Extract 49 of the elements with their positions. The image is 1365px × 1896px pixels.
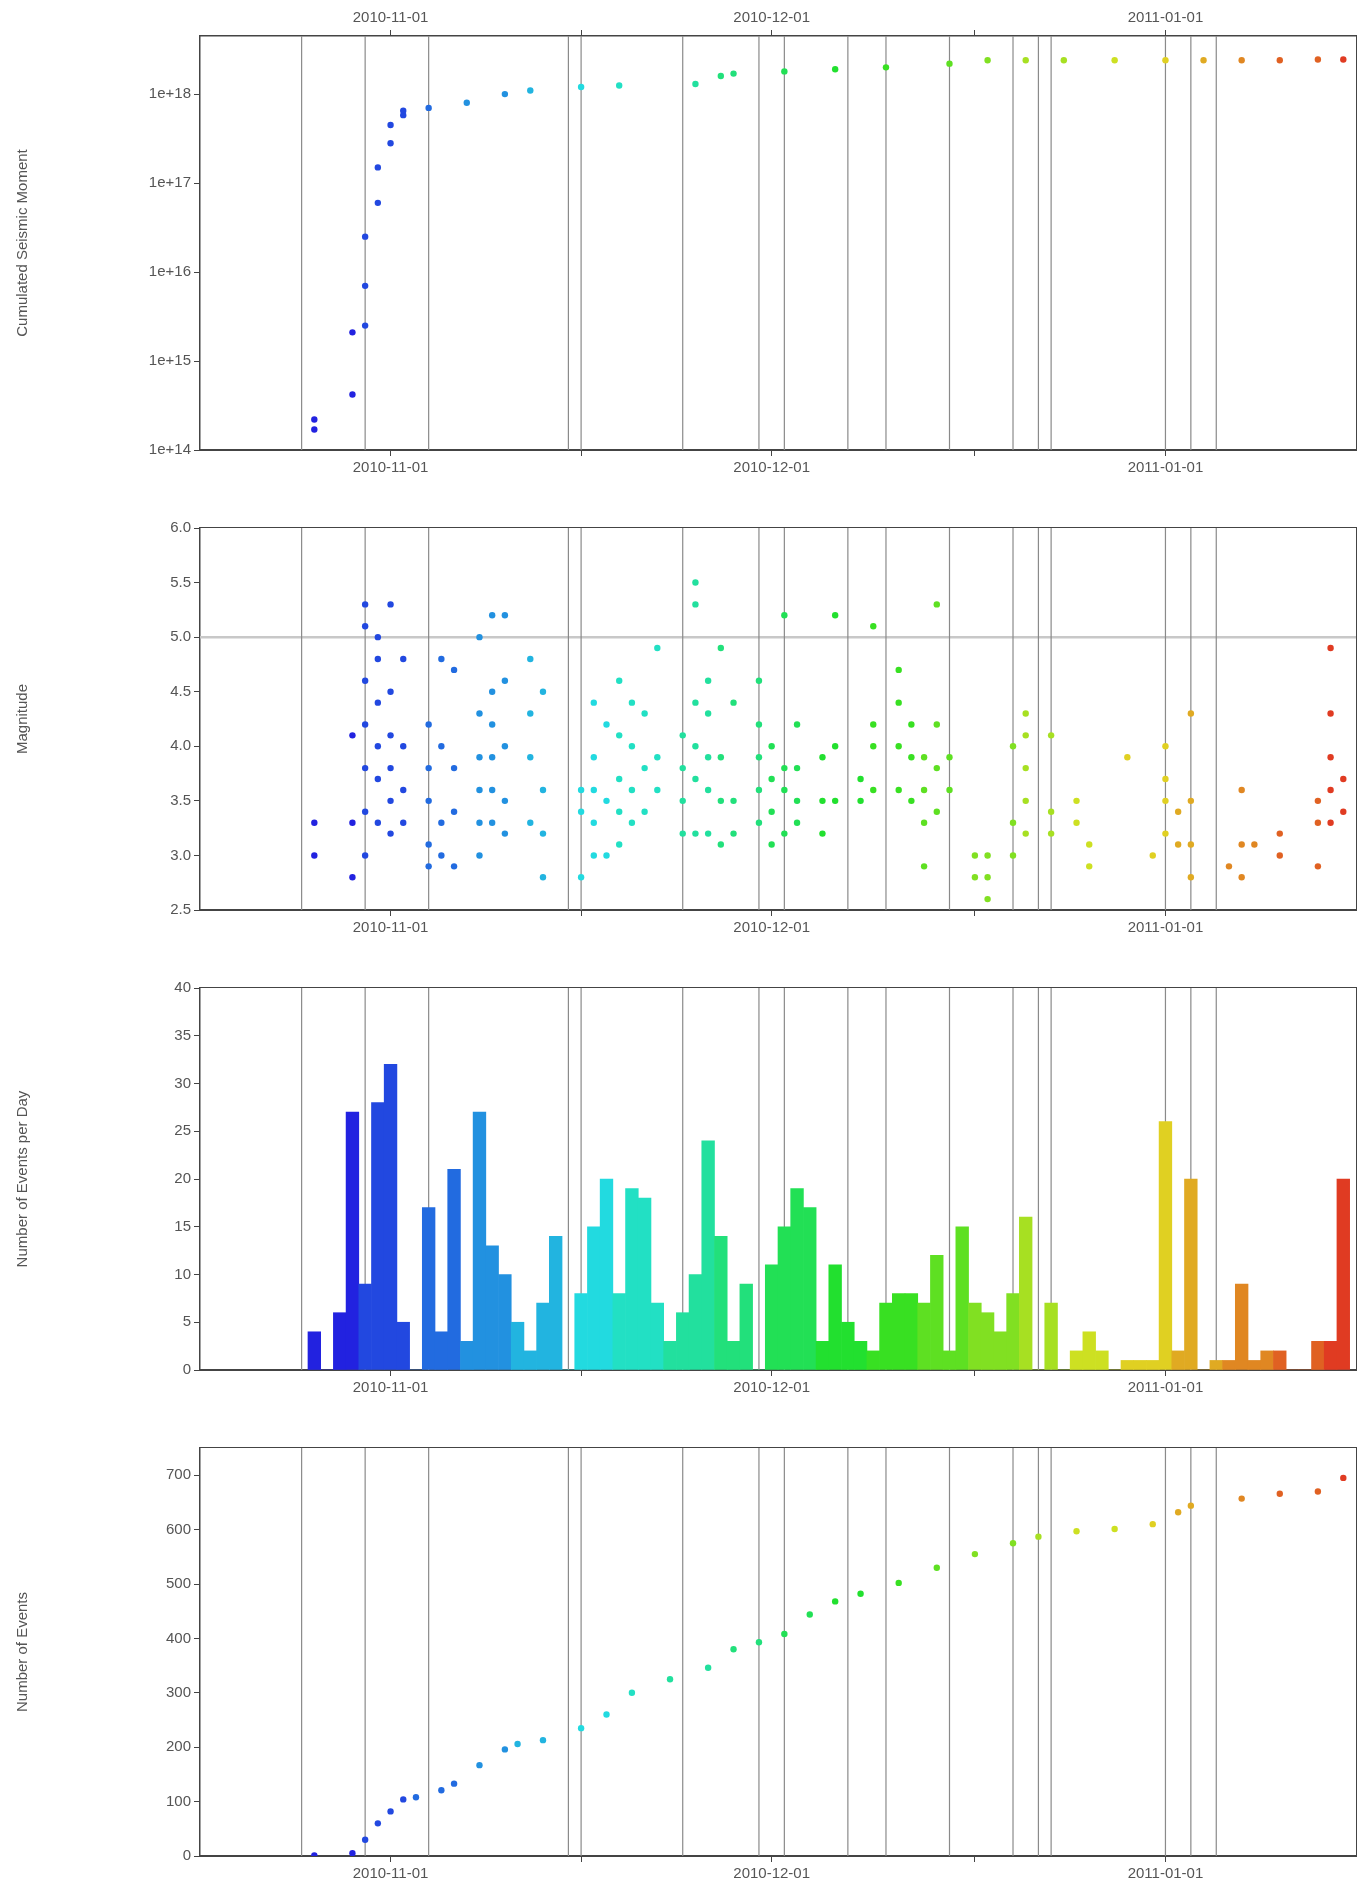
y-tick-label: 35 [174,1025,191,1043]
y-tick-label: 1e+18 [148,84,191,102]
x-tick-label: 2011-01-01 [1127,458,1204,476]
y-tick-label: 400 [165,1628,191,1646]
x-tick-label: 2010-12-01 [733,1378,811,1396]
y-tick-label: 3.0 [170,845,191,863]
y-tick-label: 300 [165,1682,191,1700]
y-tick-label: 200 [165,1737,191,1755]
x2-tick-label: 2010-11-01 [352,8,429,26]
y-tick-label: 6.0 [170,518,191,536]
y-tick-label: 10 [174,1264,191,1282]
x2-tick-label: 2011-01-01 [1127,8,1204,26]
y-tick-label: 3.5 [170,791,191,808]
x-tick-label: 2011-01-01 [1127,1378,1204,1396]
y-tick-label: 30 [174,1073,191,1091]
y-tick-label: 500 [165,1574,191,1592]
y-tick-label: 5 [182,1312,191,1330]
y-tick-label: 100 [165,1791,191,1809]
y-axis-title: Magnitude [13,683,31,755]
y-tick-label: 4.0 [170,736,191,754]
y-tick-label: 25 [174,1121,191,1139]
x-tick-label: 2010-12-01 [733,1864,811,1882]
y-tick-label: 600 [165,1519,191,1537]
y-axis-title: Cumulated Seismic Moment [13,148,31,337]
y-tick-label: 15 [174,1216,191,1234]
y-tick-label: 1e+15 [148,351,191,369]
x-tick-label: 2011-01-01 [1127,1864,1204,1882]
x-tick-label: 2010-11-01 [352,1864,429,1882]
y-tick-label: 40 [174,978,191,996]
y-tick-label: 2.5 [170,900,191,918]
y-tick-label: 5.5 [170,572,191,590]
y-tick-label: 700 [165,1465,191,1483]
y-axis-title: Number of Events [13,1591,31,1713]
y-tick-label: 1e+16 [148,262,191,280]
y-tick-label: 0 [182,1360,191,1378]
y-tick-label: 4.5 [170,681,191,699]
y-tick-label: 5.0 [170,627,191,645]
x-tick-label: 2010-12-01 [733,458,811,476]
y-tick-label: 1e+17 [148,173,191,191]
y-tick-label: 0 [182,1846,191,1864]
x-tick-label: 2010-12-01 [733,918,811,936]
x-tick-label: 2010-11-01 [352,918,429,936]
x2-tick-label: 2010-12-01 [733,8,811,26]
x-tick-label: 2010-11-01 [352,1378,429,1396]
x-tick-label: 2010-11-01 [352,458,429,476]
y-tick-label: 20 [174,1169,191,1187]
x-tick-label: 2011-01-01 [1127,918,1204,936]
y-axis-title: Number of Events per Day [13,1090,31,1268]
y-tick-label: 1e+14 [148,440,191,458]
